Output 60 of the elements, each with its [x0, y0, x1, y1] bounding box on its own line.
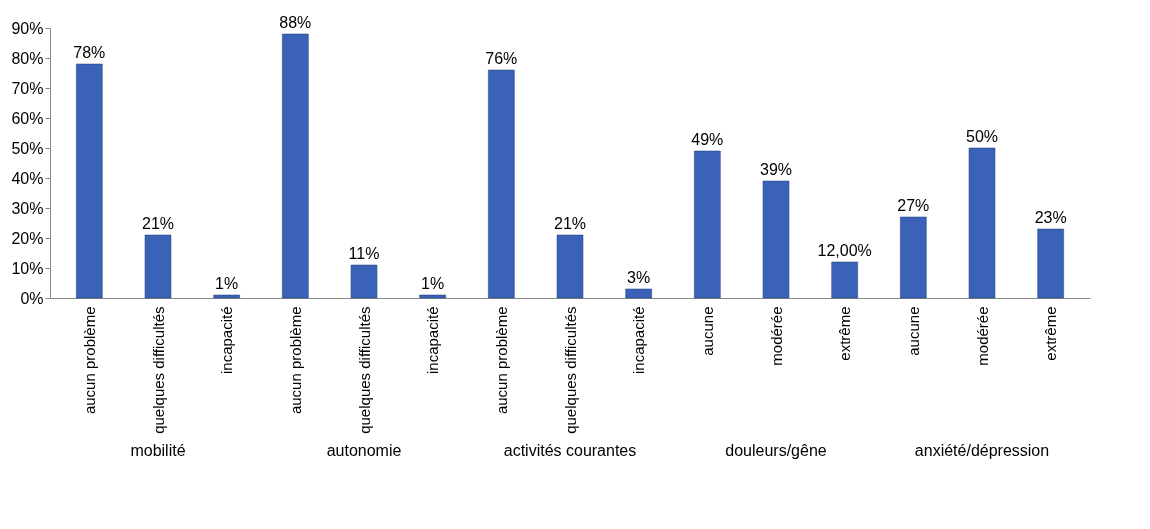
data-label: 11% — [348, 245, 380, 262]
x-tick-label: modérée — [767, 306, 785, 366]
data-label: 27% — [897, 197, 930, 214]
text: douleurs/gêne — [725, 442, 827, 459]
x-tick-label: incapacité — [630, 306, 648, 375]
y-tick-label: 20% — [11, 229, 44, 247]
y-tick-label: 50% — [11, 139, 44, 157]
bar — [76, 63, 103, 299]
bar — [419, 294, 446, 299]
x-tick-label: aucune — [904, 306, 922, 356]
y-tick-label: 90% — [11, 19, 44, 37]
data-label: 1% — [215, 275, 239, 292]
text: autonomie — [326, 442, 402, 459]
data-label: 21% — [553, 215, 587, 232]
x-tick-label: extrême — [836, 306, 854, 361]
bar — [762, 180, 790, 299]
x-tick-label: extrême — [1042, 306, 1060, 361]
y-tick-label: 60% — [11, 109, 44, 127]
x-tick-label: quelques difficultés — [355, 306, 373, 434]
data-label: 39% — [759, 161, 793, 178]
x-tick-label: aucun problème — [286, 306, 304, 415]
bar — [694, 150, 721, 299]
data-label: 21% — [141, 215, 175, 232]
y-tick-label: 80% — [11, 49, 44, 67]
data-label: 76% — [485, 50, 518, 67]
bar — [968, 147, 996, 299]
data-label: 3% — [627, 269, 651, 286]
data-label: 1% — [421, 275, 445, 292]
y-tick-label: 70% — [11, 79, 44, 97]
bar — [625, 288, 652, 299]
bar — [831, 261, 858, 299]
bar — [556, 234, 584, 299]
bar — [213, 294, 240, 299]
x-tick-label: quelques difficultés — [561, 306, 579, 434]
data-label: 49% — [691, 131, 724, 148]
bar — [282, 33, 309, 299]
y-tick-label: 40% — [11, 169, 44, 187]
x-tick-label: incapacité — [424, 306, 442, 375]
text: anxiété/dépression — [914, 442, 1050, 459]
x-tick-label: quelques difficultés — [149, 306, 167, 434]
data-label: 23% — [1034, 209, 1067, 226]
bar — [350, 264, 378, 299]
x-tick-label: aucun problème — [492, 306, 510, 415]
bar — [488, 69, 515, 299]
x-tick-label: incapacité — [218, 306, 236, 375]
text: mobilité — [130, 442, 186, 459]
bar — [144, 234, 172, 299]
data-label: 88% — [279, 14, 312, 31]
data-label: 78% — [73, 44, 106, 61]
y-tick-label: 10% — [11, 259, 44, 277]
x-tick-label: modérée — [973, 306, 991, 366]
x-tick-label: aucun problème — [80, 306, 98, 415]
bar — [1037, 228, 1064, 299]
bar — [900, 216, 927, 299]
data-label: 50% — [965, 128, 999, 145]
data-label: 12,00% — [817, 242, 872, 259]
y-tick-label: 0% — [20, 289, 44, 307]
text: activités courantes — [503, 442, 637, 459]
y-tick-label: 30% — [11, 199, 44, 217]
x-tick-label: aucune — [698, 306, 716, 356]
